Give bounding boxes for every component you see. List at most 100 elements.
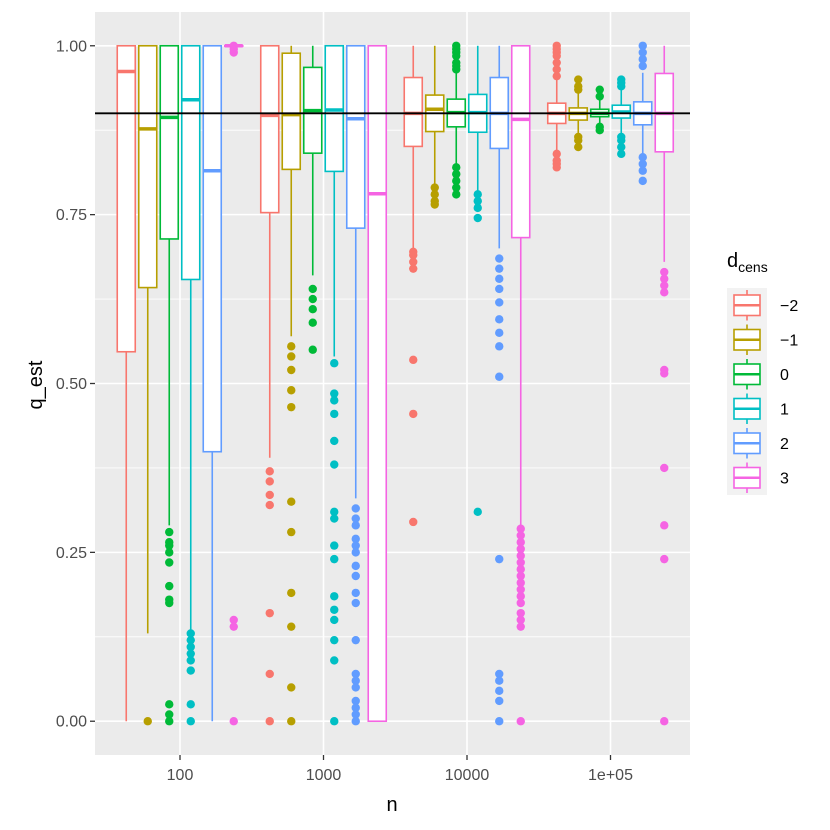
box-10000-3 xyxy=(510,44,531,726)
outlier-point xyxy=(330,717,339,726)
outlier-point xyxy=(330,592,339,601)
outlier-point xyxy=(495,686,504,696)
legend-item-2: 2 xyxy=(727,426,789,461)
outlier-point xyxy=(516,558,525,567)
outlier-point xyxy=(351,541,360,550)
outlier-point xyxy=(516,571,525,581)
legend-label: −2 xyxy=(780,298,798,315)
outlier-point xyxy=(351,521,360,530)
x-axis: 100 1000 10000 1e+05 xyxy=(167,755,633,784)
outlier-point xyxy=(330,656,339,665)
outlier-point xyxy=(409,264,418,273)
outlier-point xyxy=(495,254,504,263)
outlier-point xyxy=(516,585,525,594)
outlier-point xyxy=(473,196,482,206)
box-100-−2 xyxy=(116,44,137,722)
outlier-point xyxy=(495,274,504,284)
outlier-point xyxy=(552,149,561,159)
outlier-point xyxy=(495,328,504,338)
outlier-point xyxy=(165,541,174,550)
iqr-box xyxy=(159,44,180,240)
outlier-point xyxy=(552,71,561,81)
outlier-point xyxy=(186,666,195,675)
outlier-point xyxy=(516,544,525,554)
outlier-point xyxy=(552,51,561,61)
outlier-point xyxy=(351,504,360,513)
outlier-point xyxy=(495,696,504,706)
outlier-point xyxy=(265,717,274,726)
y-tick-label: 1.00 xyxy=(56,38,87,55)
outlier-point xyxy=(516,608,525,618)
box-100-−1 xyxy=(137,44,158,726)
outlier-point xyxy=(516,578,525,587)
box-100-0 xyxy=(159,44,180,726)
outlier-point xyxy=(287,717,296,726)
outlier-point xyxy=(473,203,482,213)
box-1000-3 xyxy=(367,44,388,723)
outlier-point xyxy=(495,264,504,273)
box-1000-2 xyxy=(345,44,366,726)
outlier-point xyxy=(265,477,274,486)
outlier-point xyxy=(452,163,461,172)
box-10000-−2 xyxy=(403,45,424,527)
outlier-point xyxy=(287,365,296,375)
outlier-point xyxy=(495,372,504,381)
outlier-point xyxy=(351,676,360,685)
outlier-point xyxy=(660,463,669,473)
outlier-point xyxy=(351,561,360,571)
outlier-point xyxy=(330,460,339,469)
y-tick-label: 0.75 xyxy=(56,207,87,224)
outlier-point xyxy=(638,176,647,186)
outlier-point xyxy=(452,51,461,61)
outlier-point xyxy=(351,571,360,581)
legend-label: 1 xyxy=(780,402,789,419)
x-tick-label: 1000 xyxy=(306,767,342,784)
legend-label: 2 xyxy=(780,436,789,453)
iqr-box xyxy=(281,52,302,171)
outlier-point xyxy=(351,598,360,608)
outlier-point xyxy=(638,159,647,169)
outlier-point xyxy=(186,700,195,709)
legend-item-1: 1 xyxy=(727,391,789,426)
outlier-point xyxy=(495,717,504,726)
outlier-point xyxy=(330,605,339,614)
outlier-point xyxy=(617,142,626,152)
outlier-point xyxy=(495,298,504,307)
outlier-point xyxy=(660,369,669,378)
outlier-point xyxy=(330,409,339,419)
outlier-point xyxy=(351,696,360,706)
legend-title-main: d xyxy=(727,250,738,272)
outlier-point xyxy=(265,608,274,618)
legend-items: −2 −1 0 1 2 3 xyxy=(727,288,798,495)
outlier-point xyxy=(308,345,317,354)
outlier-point xyxy=(430,190,439,199)
outlier-point xyxy=(452,190,461,199)
outlier-point xyxy=(660,521,669,530)
box-100000-1 xyxy=(611,75,632,159)
outlier-point xyxy=(552,65,561,74)
x-tick-label: 1e+05 xyxy=(588,767,633,784)
outlier-point xyxy=(660,717,669,726)
box-100-3 xyxy=(223,41,244,726)
outlier-point xyxy=(351,683,360,692)
box-100000-−2 xyxy=(546,41,567,172)
outlier-point xyxy=(287,527,296,537)
outlier-point xyxy=(473,190,482,199)
outlier-point xyxy=(574,136,583,145)
outlier-point xyxy=(495,342,504,351)
outlier-point xyxy=(351,717,360,726)
outlier-point xyxy=(638,55,647,64)
iqr-box xyxy=(259,44,280,214)
outlier-point xyxy=(351,635,360,645)
outlier-point xyxy=(351,703,360,712)
outlier-point xyxy=(516,717,525,726)
outlier-point xyxy=(287,352,296,361)
outlier-point xyxy=(165,548,174,557)
outlier-point xyxy=(660,267,669,277)
outlier-point xyxy=(165,598,174,608)
outlier-point xyxy=(452,183,461,192)
y-tick-label: 0.00 xyxy=(56,714,87,731)
iqr-box xyxy=(202,44,223,453)
outlier-point xyxy=(516,531,525,540)
